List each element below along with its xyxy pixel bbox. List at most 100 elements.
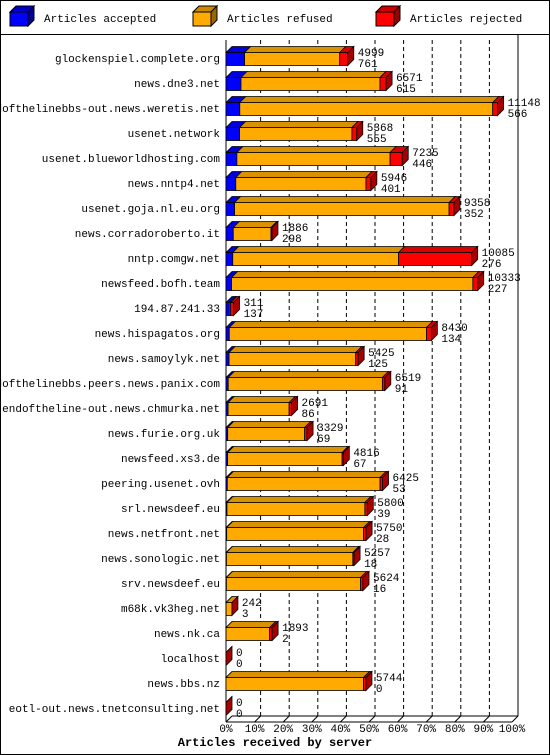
total-label: 5946 (381, 173, 407, 185)
bar-side (225, 695, 233, 717)
legend-swatch (210, 4, 218, 28)
bar-segment-top (238, 121, 359, 128)
bar-segment-top (227, 396, 297, 403)
x-tick-label: 40% (330, 724, 350, 736)
bar-segment (232, 227, 272, 241)
bar-segment-top (231, 246, 406, 253)
bar-segment (225, 677, 364, 691)
bar-segment (244, 52, 341, 66)
total-label: 311 (244, 298, 264, 310)
bar-segment (351, 127, 358, 141)
accepted-label: 401 (381, 184, 401, 196)
bar-segment (225, 152, 238, 166)
x-tick-label: 80% (445, 724, 465, 736)
bar-segment (225, 202, 235, 216)
bar-segment-top (232, 221, 278, 228)
bar-side (362, 570, 370, 592)
tick-mark (254, 715, 261, 723)
accepted-label: 555 (367, 134, 387, 146)
y-tick-label: news.nntp4.net (128, 179, 220, 191)
total-label: 1886 (282, 223, 308, 235)
bar-segment (398, 252, 473, 266)
accepted-label: 276 (482, 259, 502, 271)
tick-mark (511, 715, 519, 723)
total-label: 7235 (412, 148, 438, 160)
legend-swatch (27, 4, 35, 28)
bar-side (353, 545, 361, 567)
bar-segment-top (225, 571, 368, 578)
y-tick-label: newsfeed.bofh.team (101, 279, 220, 291)
bar-side (342, 445, 350, 467)
total-label: 3329 (317, 423, 343, 435)
bar-side (430, 320, 438, 342)
accepted-label: 3 (242, 609, 249, 621)
bar-segment (240, 77, 381, 91)
y-tick-label: usenet.network (128, 129, 221, 141)
y-tick-label: news.dne3.net (134, 79, 220, 91)
accepted-label: 91 (395, 384, 409, 396)
tick-mark (282, 715, 290, 723)
total-label: 242 (242, 598, 262, 610)
legend-label: Articles rejected (410, 14, 522, 26)
tick-mark (225, 715, 233, 723)
accepted-label: 0 (236, 709, 243, 721)
bar-segment (228, 352, 357, 366)
tick-mark (397, 715, 404, 723)
y-tick-label: eotl-out.news.tnetconsulting.net (9, 704, 220, 716)
bar-side (366, 495, 374, 517)
bar-segment-top (225, 621, 277, 628)
bar-segment (235, 177, 367, 191)
x-tick-label: 20% (273, 724, 293, 736)
x-tick-label: 50% (359, 724, 379, 736)
bar-segment (225, 77, 242, 91)
bar-side (453, 195, 461, 217)
bar-segment (225, 302, 230, 316)
y-tick-label: srv.newsdeef.eu (121, 579, 220, 591)
bar-segment (225, 352, 230, 366)
accepted-label: 615 (396, 84, 416, 96)
total-label: 5368 (367, 123, 393, 135)
total-label: 9358 (464, 198, 490, 210)
bar-segment (230, 302, 234, 316)
bar-segment (225, 252, 234, 266)
bar-side (384, 370, 392, 392)
legend-label: Articles accepted (44, 14, 156, 26)
accepted-label: 2 (282, 634, 289, 646)
tick-mark (340, 715, 347, 723)
bar-side (291, 395, 298, 417)
bar-side (356, 120, 364, 142)
bar-segment (389, 152, 403, 166)
bar-segment-top (228, 346, 363, 353)
x-tick-label: 0% (219, 724, 233, 736)
total-label: 5744 (376, 673, 403, 685)
accepted-label: 566 (508, 109, 528, 121)
total-label: 5425 (368, 348, 394, 360)
y-tick-label: peering.usenet.ovh (101, 479, 220, 491)
bar-side (271, 620, 279, 642)
x-tick-label: 100% (499, 724, 526, 736)
bar-segment (227, 427, 306, 441)
total-label: 5750 (376, 523, 402, 535)
bar-side (231, 595, 239, 617)
x-tick-label: 60% (388, 724, 408, 736)
y-tick-label: endofthelinebbs-out.news.weretis.net (0, 104, 220, 116)
bar-segment-top (227, 371, 390, 378)
bar-segment (228, 327, 427, 341)
accepted-label: 0 (376, 684, 383, 696)
accepted-label: 0 (236, 659, 243, 671)
bar-segment (236, 152, 391, 166)
bar-segment-top (226, 446, 350, 453)
y-tick-label: endoftheline-out.news.chmurka.net (2, 404, 220, 416)
bar-segment (227, 452, 343, 466)
legend-label: Articles refused (227, 14, 333, 26)
tick-mark (454, 715, 462, 723)
legend-swatch (375, 11, 395, 27)
accepted-label: 298 (282, 234, 302, 246)
bar-segment (492, 102, 498, 116)
total-label: 10085 (482, 248, 515, 260)
bar-segment-top (226, 421, 312, 428)
total-label: 8430 (441, 323, 467, 335)
bar-segment (225, 227, 234, 241)
